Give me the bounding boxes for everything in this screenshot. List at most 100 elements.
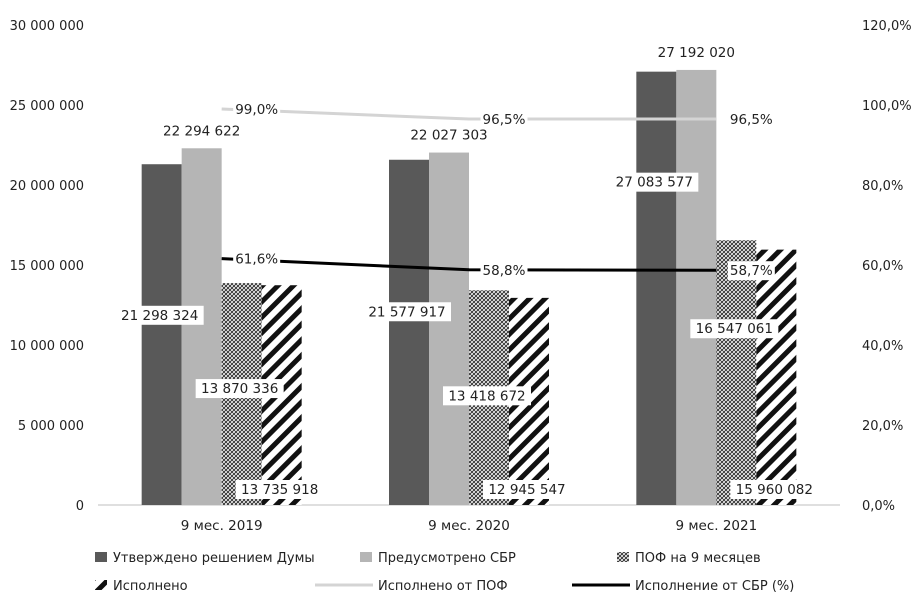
data-label: 16 547 061 (696, 321, 773, 337)
data-label-bg (443, 386, 531, 406)
legend-item: Исполнено (95, 579, 188, 594)
bar (141, 164, 182, 506)
data-label-bg (363, 302, 451, 322)
data-label: 12 945 547 (488, 482, 565, 498)
data-label: 15 960 082 (736, 482, 813, 498)
data-label: 21 298 324 (121, 308, 198, 324)
y2-tick-label: 120,0% (862, 19, 912, 34)
y2-tick-label: 20,0% (862, 419, 903, 434)
data-label: 13 735 918 (241, 482, 318, 498)
bar (429, 152, 469, 505)
data-label: 22 027 303 (410, 128, 487, 144)
legend-swatch (360, 552, 372, 562)
data-label-bg (483, 480, 571, 499)
data-label: 61,6% (235, 252, 278, 268)
y-tick-label: 0 (76, 499, 84, 514)
data-label-bg (195, 379, 284, 399)
data-label-group: 15 960 082 (730, 480, 819, 499)
data-label-group: 99,0% (233, 100, 281, 119)
data-label: 58,7% (730, 263, 773, 279)
legend-label: Исполнение от СБР (%) (635, 579, 794, 594)
legend-item: Исполнено от ПОФ (315, 579, 508, 594)
data-label-group: 21 298 324 (115, 305, 204, 325)
bar (756, 249, 797, 505)
data-label-bg (730, 480, 819, 499)
data-label: 58,8% (483, 263, 526, 279)
data-label-bg (727, 110, 775, 129)
data-label: 99,0% (235, 102, 278, 118)
y2-tick-label: 60,0% (862, 259, 903, 274)
data-label-group: 96,5% (480, 110, 528, 129)
data-label-bg (233, 100, 281, 119)
y-tick-label: 10 000 000 (10, 339, 84, 354)
data-label-group: 27 083 577 (610, 172, 699, 192)
data-labels-layer: 21 298 324 22 294 622 13 870 336 13 735 918… (115, 42, 819, 499)
data-label-group: 13 870 336 (195, 379, 284, 399)
legend-item: Предусмотрено СБР (360, 551, 516, 566)
data-label-bg (652, 42, 741, 62)
data-label-bg (480, 110, 528, 129)
legend-item: ПОФ на 9 месяцев (617, 551, 761, 566)
data-label: 27 083 577 (616, 175, 693, 191)
data-label-bg (610, 172, 699, 192)
y-tick-label: 5 000 000 (18, 419, 84, 434)
data-label-bg (157, 121, 246, 141)
y2-tick-label: 0,0% (862, 499, 895, 514)
legend-label: Утверждено решением Думы (113, 551, 315, 566)
data-label-group: 22 294 622 (157, 121, 246, 141)
legend-label: Исполнено от ПОФ (378, 579, 508, 594)
data-label-group: 13 735 918 (235, 480, 324, 499)
data-label-bg (727, 261, 775, 281)
data-label: 21 577 917 (368, 304, 445, 320)
y2-tick-label: 40,0% (862, 339, 903, 354)
bar (636, 71, 677, 505)
legend-swatch (95, 552, 107, 562)
data-label: 96,5% (730, 112, 773, 128)
bar (676, 69, 717, 506)
data-label-bg (235, 480, 324, 499)
data-label-group: 96,5% (727, 110, 775, 129)
data-label: 22 294 622 (163, 123, 240, 139)
y2-tick-label: 80,0% (862, 179, 903, 194)
legend-swatch (95, 580, 107, 590)
x-tick-label: 9 мес. 2019 (181, 518, 263, 534)
data-label: 27 192 020 (658, 45, 735, 61)
data-label-bg (480, 260, 528, 280)
y-tick-label: 15 000 000 (10, 259, 84, 274)
data-label-bg (690, 319, 779, 339)
data-label: 96,5% (483, 112, 526, 128)
data-label-group: 12 945 547 (483, 480, 571, 499)
axes-layer: 0 5 000 000 10 000 000 15 000 000 20 000 000… (10, 19, 912, 534)
legend-item: Исполнение от СБР (%) (572, 579, 794, 594)
y-tick-label: 30 000 000 (10, 19, 84, 34)
data-label-group: 27 192 020 (652, 42, 741, 62)
bar (181, 148, 222, 505)
bar (716, 240, 757, 506)
data-label: 13 418 672 (448, 388, 525, 404)
legend-label: Предусмотрено СБР (378, 551, 516, 566)
legend-swatch (617, 552, 629, 562)
data-label-group: 21 577 917 (363, 302, 451, 322)
data-label-group: 13 418 672 (443, 386, 531, 406)
bar (389, 159, 429, 505)
y2-tick-label: 100,0% (862, 99, 912, 114)
legend-label: ПОФ на 9 месяцев (635, 551, 761, 566)
data-label-group: 22 027 303 (405, 125, 493, 145)
x-tick-label: 9 мес. 2021 (675, 518, 757, 534)
data-label: 13 870 336 (201, 381, 278, 397)
data-label-group: 58,7% (727, 261, 775, 281)
data-label-group: 58,8% (480, 260, 528, 280)
data-label-group: 16 547 061 (690, 319, 779, 339)
y-tick-label: 25 000 000 (10, 99, 84, 114)
legend-item: Утверждено решением Думы (95, 551, 315, 566)
data-label-bg (115, 305, 204, 325)
legend-label: Исполнено (113, 579, 188, 594)
x-tick-label: 9 мес. 2020 (428, 518, 510, 534)
lines-layer (221, 107, 717, 272)
data-label-bg (405, 125, 493, 145)
data-label-bg (233, 249, 281, 269)
legend: Утверждено решением Думы Предусмотрено СБ… (95, 551, 794, 594)
data-label-group: 61,6% (233, 249, 281, 269)
